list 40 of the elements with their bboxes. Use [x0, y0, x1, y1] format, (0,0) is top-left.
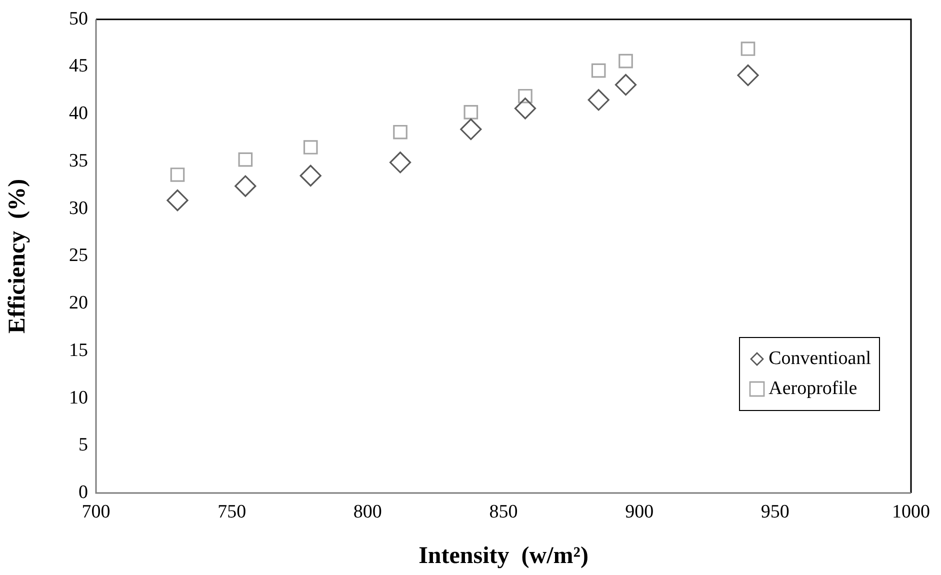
y-axis-title: Efficiency (%) — [4, 178, 31, 334]
point — [514, 98, 536, 120]
y-tick-label: 40 — [69, 103, 88, 124]
x-tick-label: 950 — [760, 501, 790, 522]
point — [460, 118, 482, 140]
point — [234, 175, 256, 197]
x-axis-title: Intensity (w/m²) — [418, 542, 588, 569]
y-tick-label: 30 — [69, 198, 88, 219]
y-tick-label: 45 — [69, 56, 88, 77]
point — [591, 63, 606, 78]
x-tick-label: 900 — [625, 501, 654, 522]
y-tick-label: 50 — [69, 8, 88, 30]
point — [300, 164, 322, 186]
point — [518, 88, 532, 104]
y-tick-label: 15 — [69, 340, 88, 361]
x-tick-label: 850 — [489, 501, 518, 522]
x-tick-label: 750 — [218, 501, 246, 522]
legend-label: Conventioanl — [768, 346, 871, 371]
x-tick-label: 700 — [82, 501, 110, 522]
point — [614, 74, 637, 96]
legend-label: Aeroprofile — [768, 376, 858, 401]
y-tick-label: 0 — [78, 482, 88, 503]
y-tick-label: 10 — [69, 387, 88, 408]
y-tick-label: 5 — [78, 434, 88, 456]
point — [238, 152, 253, 167]
y-tick-label: 35 — [69, 150, 88, 172]
point — [303, 140, 318, 154]
y-tick-label: 25 — [69, 245, 88, 266]
point — [464, 105, 478, 120]
point — [740, 42, 756, 56]
point — [588, 89, 610, 111]
point — [389, 152, 412, 174]
y-tick-label: 20 — [69, 292, 88, 314]
point — [170, 168, 185, 182]
point — [737, 64, 759, 86]
point — [618, 54, 633, 68]
x-tick-label: 1000 — [892, 501, 930, 522]
point — [393, 124, 408, 140]
point — [166, 190, 188, 212]
x-tick-label: 800 — [353, 501, 382, 522]
